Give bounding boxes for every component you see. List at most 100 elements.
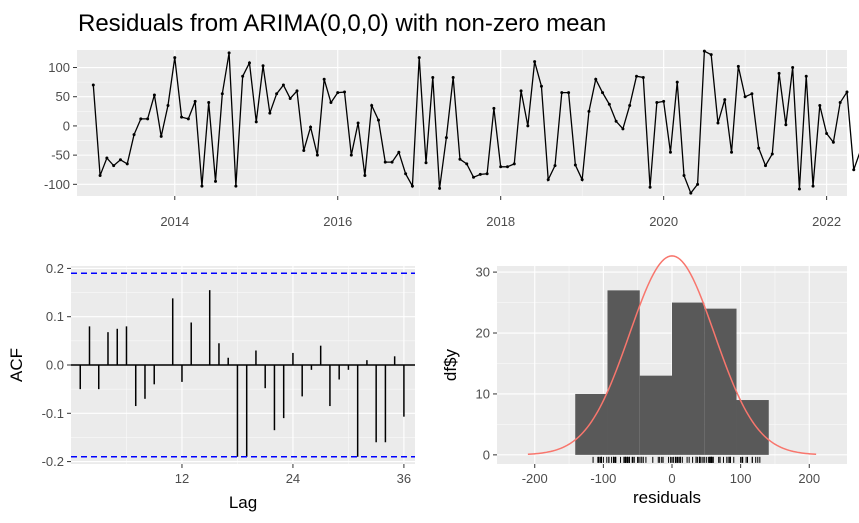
residual-point <box>743 95 747 99</box>
residual-point <box>309 125 313 129</box>
residual-point <box>295 89 299 93</box>
residual-point <box>519 89 523 93</box>
residual-point <box>383 160 387 164</box>
y-tick-label: -0.2 <box>42 454 64 469</box>
residual-point <box>193 99 197 103</box>
residual-point <box>539 84 543 88</box>
residual-point <box>410 184 414 188</box>
residual-point <box>234 184 238 188</box>
x-tick-label: 2016 <box>323 214 352 229</box>
residual-point <box>281 83 285 87</box>
residual-point <box>288 96 292 100</box>
residual-point <box>125 162 129 166</box>
acf-y-title: ACF <box>7 348 26 382</box>
x-tick-label: 2018 <box>486 214 515 229</box>
residual-point <box>356 121 360 125</box>
residual-point <box>227 51 231 55</box>
residual-point <box>173 56 177 60</box>
residual-point <box>112 164 116 168</box>
residual-point <box>376 118 380 122</box>
residual-point <box>146 117 150 121</box>
residual-point <box>220 92 224 96</box>
histogram-bar <box>607 290 640 455</box>
residual-point <box>404 172 408 176</box>
residual-point <box>628 103 632 107</box>
acf-x-title: Lag <box>229 493 257 512</box>
residual-point <box>505 165 509 169</box>
time-series-y-axis: -100 -50 0 50 100 <box>44 60 77 192</box>
residual-point <box>641 75 645 79</box>
residual-point <box>777 71 781 75</box>
residual-point <box>648 185 652 189</box>
histogram-x-axis: -200 -100 0 100 200 <box>522 464 820 486</box>
residual-point <box>207 101 211 105</box>
x-tick-label: 2014 <box>160 214 189 229</box>
residual-point <box>132 133 136 137</box>
residual-point <box>390 160 394 164</box>
residual-point <box>329 101 333 105</box>
residual-series <box>91 49 859 195</box>
residual-point <box>465 162 469 166</box>
residual-point <box>723 98 727 102</box>
residual-point <box>349 153 353 157</box>
time-series-panel <box>77 50 847 196</box>
residual-point <box>601 91 605 95</box>
y-tick-label: -0.1 <box>42 406 64 421</box>
x-tick-label: -100 <box>590 471 616 486</box>
residual-point <box>343 90 347 94</box>
residual-point <box>322 77 326 81</box>
residual-point <box>302 148 306 152</box>
residual-point <box>118 158 122 162</box>
residual-point <box>594 77 598 81</box>
residual-point <box>791 66 795 70</box>
y-tick-label: 0.2 <box>46 261 64 276</box>
residual-point <box>546 178 550 182</box>
residual-point <box>784 123 788 127</box>
residual-point <box>91 83 95 87</box>
residual-point <box>709 53 713 57</box>
y-tick-label: 0.0 <box>46 358 64 373</box>
time-series-x-axis: 2014 2016 2018 2020 2022 <box>160 196 841 229</box>
residual-point <box>472 175 476 179</box>
residual-point <box>702 49 706 53</box>
residual-point <box>621 127 625 131</box>
x-tick-label: 2020 <box>649 214 678 229</box>
residual-point <box>852 168 856 172</box>
histogram-y-title: df$y <box>441 348 460 381</box>
histogram-rug <box>592 456 761 463</box>
residual-point <box>241 74 245 78</box>
residual-point <box>573 163 577 167</box>
y-tick-label: 50 <box>56 89 70 104</box>
residual-point <box>668 150 672 154</box>
residual-point <box>757 146 761 150</box>
residual-point <box>750 92 754 96</box>
y-tick-label: -50 <box>51 148 70 163</box>
residual-point <box>247 61 251 65</box>
residual-point <box>152 93 156 97</box>
residual-point <box>499 165 503 169</box>
histogram-bar <box>672 302 705 455</box>
residual-point <box>689 191 693 195</box>
histogram-bars <box>575 290 769 455</box>
residual-point <box>370 103 374 107</box>
residual-point <box>696 182 700 186</box>
residual-point <box>587 109 591 113</box>
residual-point <box>485 172 489 176</box>
residual-point <box>261 64 265 68</box>
acf-y-axis: -0.2 -0.1 0.0 0.1 0.2 <box>42 261 71 469</box>
residual-point <box>607 102 611 106</box>
residual-point <box>254 120 258 124</box>
normal-curve-line <box>527 255 817 455</box>
residual-point <box>268 111 272 115</box>
residual-point <box>560 91 564 95</box>
acf-x-axis: 12 24 36 <box>175 464 411 486</box>
residual-point <box>180 115 184 119</box>
residual-point <box>438 186 442 190</box>
residual-point <box>444 136 448 140</box>
x-tick-label: 0 <box>668 471 675 486</box>
x-tick-label: -200 <box>522 471 548 486</box>
residual-point <box>675 80 679 84</box>
chart-title: Residuals from ARIMA(0,0,0) with non-zer… <box>78 10 606 37</box>
residual-point <box>567 91 571 95</box>
residual-point <box>200 184 204 188</box>
